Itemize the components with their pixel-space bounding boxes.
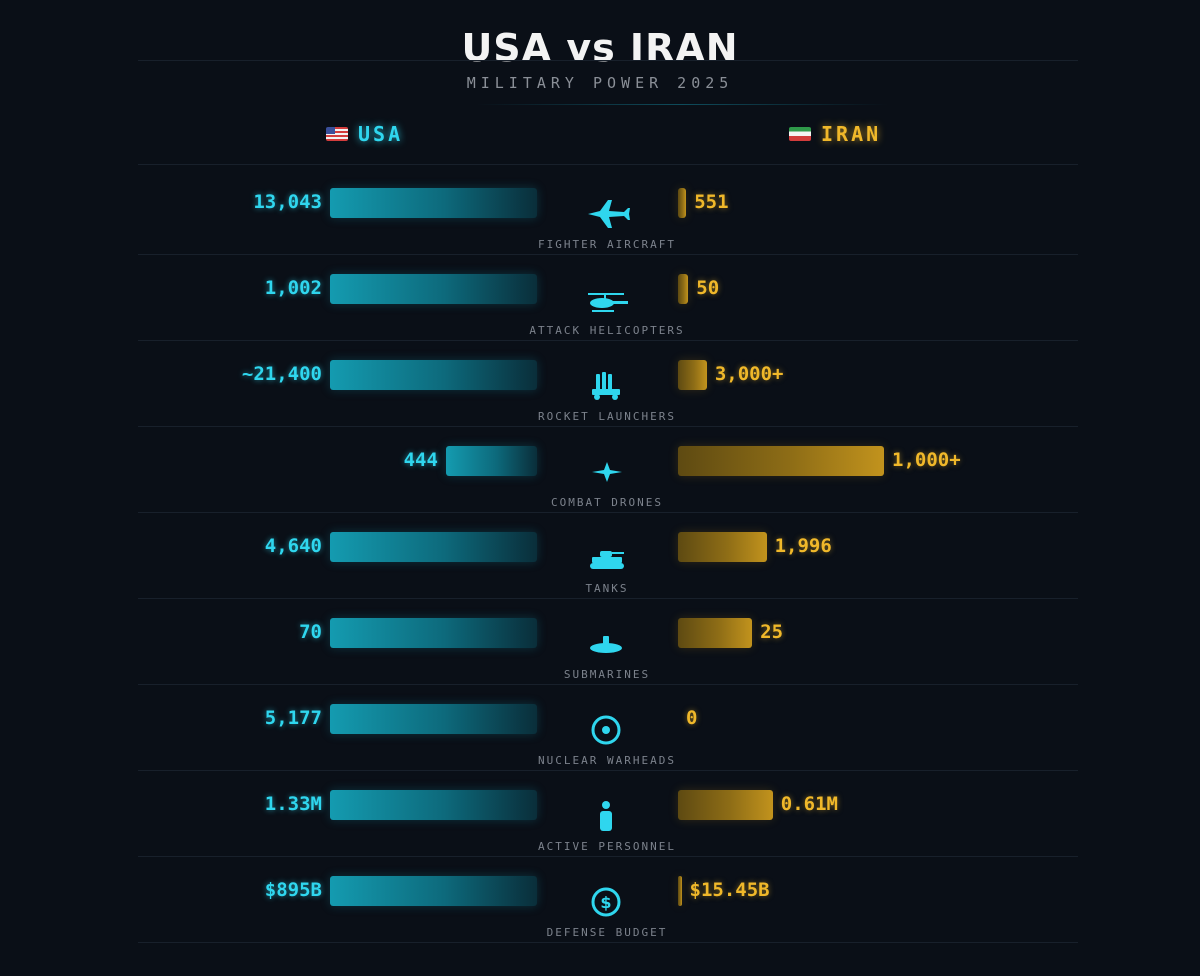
usa-value-label: 5,177	[264, 707, 322, 729]
usa-value-label: 70	[299, 621, 322, 643]
row-divider	[138, 942, 1078, 943]
usa-bar	[330, 790, 537, 820]
usa-value-label: $895B	[264, 879, 322, 901]
usa-value-label: 1,002	[264, 277, 322, 299]
usa-bar	[330, 274, 537, 304]
iran-bar	[678, 618, 753, 648]
legend-iran: IRAN	[789, 122, 881, 146]
category-label: TANKS	[585, 582, 629, 595]
chart-title: USA vs IRAN	[461, 26, 739, 70]
usa-bar	[330, 618, 537, 648]
rocket-launcher-icon	[582, 370, 632, 402]
personnel-icon	[582, 800, 632, 832]
row-divider	[138, 770, 1078, 771]
iran-value-label: 50	[696, 277, 720, 299]
usa-bar	[330, 876, 537, 906]
category-label: COMBAT DRONES	[550, 496, 664, 509]
iran-bar	[678, 188, 687, 218]
tank-icon	[582, 542, 632, 574]
chart-row: 5,177 0 NUCLEAR WARHEADS	[0, 704, 1200, 790]
category-label: ATTACK HELICOPTERS	[529, 324, 685, 337]
usa-value-label: ~21,400	[241, 363, 322, 385]
nuclear-icon	[582, 714, 632, 746]
category-label: DEFENSE BUDGET	[546, 926, 668, 939]
category-label: ROCKET LAUNCHERS	[538, 410, 676, 423]
chart-row: 1.33M 0.61M ACTIVE PERSONNEL	[0, 790, 1200, 876]
title-divider	[476, 104, 888, 105]
legend-iran-label: IRAN	[821, 122, 882, 146]
chart-row: ~21,400 3,000+ ROCKET LAUNCHERS	[0, 360, 1200, 446]
usa-value-label: 13,043	[253, 191, 322, 213]
iran-value-label: 0.61M	[780, 793, 838, 815]
category-label: FIGHTER AIRCRAFT	[538, 238, 676, 251]
category-label: NUCLEAR WARHEADS	[538, 754, 676, 767]
row-divider	[138, 684, 1078, 685]
iran-value-label: $15.45B	[689, 879, 770, 901]
iran-value-label: 551	[694, 191, 729, 213]
row-divider	[138, 856, 1078, 857]
row-divider	[138, 512, 1078, 513]
usa-bar	[330, 188, 537, 218]
category-label: SUBMARINES	[563, 668, 651, 681]
usa-value-label: 4,640	[264, 535, 322, 557]
us-flag-icon	[326, 127, 348, 141]
chart-row: $895B $15.45B $ DEFENSE BUDGET	[0, 876, 1200, 962]
iran-bar	[678, 274, 689, 304]
svg-text:$: $	[600, 893, 611, 912]
iran-flag-icon	[789, 127, 811, 141]
iran-bar	[678, 360, 707, 390]
legend-usa: USA	[326, 122, 403, 146]
submarine-icon	[582, 628, 632, 660]
drone-icon	[582, 456, 632, 488]
iran-value-label: 1,000+	[892, 449, 961, 471]
category-label: ACTIVE PERSONNEL	[538, 840, 676, 853]
chart-row: 13,043 551 FIGHTER AIRCRAFT	[0, 188, 1200, 274]
iran-bar	[678, 790, 773, 820]
usa-bar	[330, 532, 537, 562]
row-divider	[138, 340, 1078, 341]
chart-row: 4,640 1,996 TANKS	[0, 532, 1200, 618]
iran-value-label: 1,996	[774, 535, 832, 557]
iran-bar	[678, 876, 682, 906]
usa-value-label: 444	[403, 449, 438, 471]
iran-bar	[678, 532, 767, 562]
row-divider	[138, 598, 1078, 599]
row-divider	[138, 164, 1078, 165]
chart-subtitle: MILITARY POWER 2025	[466, 74, 734, 92]
iran-value-label: 25	[760, 621, 784, 643]
usa-value-label: 1.33M	[264, 793, 322, 815]
iran-bar	[678, 446, 884, 476]
row-divider	[138, 426, 1078, 427]
chart-row: 70 25 SUBMARINES	[0, 618, 1200, 704]
usa-bar	[330, 704, 537, 734]
fighter-jet-icon	[582, 198, 632, 230]
dollar-icon: $	[582, 886, 632, 918]
chart-row: 1,002 50 ATTACK HELICOPTERS	[0, 274, 1200, 360]
legend-usa-label: USA	[358, 122, 404, 146]
row-divider	[138, 60, 1078, 61]
helicopter-icon	[582, 284, 632, 316]
iran-value-label: 3,000+	[714, 363, 784, 385]
usa-bar	[330, 360, 537, 390]
usa-bar	[445, 446, 537, 476]
row-divider	[138, 254, 1078, 255]
iran-value-label: 0	[686, 707, 698, 729]
chart-row: 444 1,000+ COMBAT DRONES	[0, 446, 1200, 532]
